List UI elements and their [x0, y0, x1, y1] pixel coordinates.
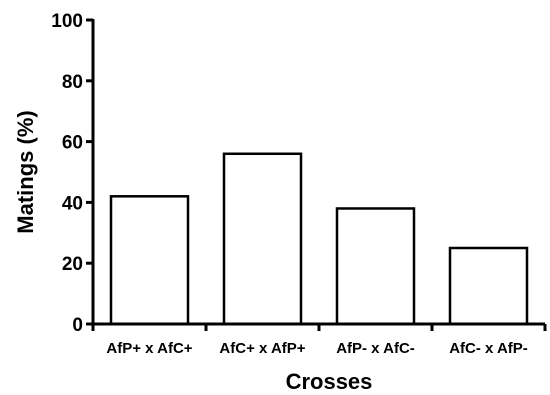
- bar-3: [335, 207, 416, 326]
- y-tick-label: 40: [62, 193, 83, 214]
- y-axis-title: Matings (%): [13, 110, 38, 233]
- x-tick-label: AfP+ x AfC+: [106, 340, 192, 357]
- y-axis: 0 20 40 60 80 100: [51, 11, 95, 336]
- x-tick-label: AfC- x AfP-: [449, 340, 528, 357]
- x-tick-label: AfP- x AfC-: [336, 340, 415, 357]
- bars-group: [109, 152, 529, 326]
- y-tick-label: 0: [72, 315, 83, 336]
- bar-4: [448, 246, 529, 326]
- y-tick-label: 60: [62, 133, 83, 154]
- x-axis-title: Crosses: [286, 369, 373, 394]
- x-axis: AfP+ x AfC+ AfC+ x AfP+ AfP- x AfC- AfC- x …: [91, 322, 547, 357]
- x-tick-label: AfC+ x AfP+: [219, 340, 305, 357]
- y-tick-label: 20: [62, 254, 83, 275]
- y-tick-label: 100: [51, 11, 83, 32]
- bar-2: [222, 152, 303, 326]
- y-tick-label: 80: [62, 72, 83, 93]
- bar-1: [109, 195, 190, 326]
